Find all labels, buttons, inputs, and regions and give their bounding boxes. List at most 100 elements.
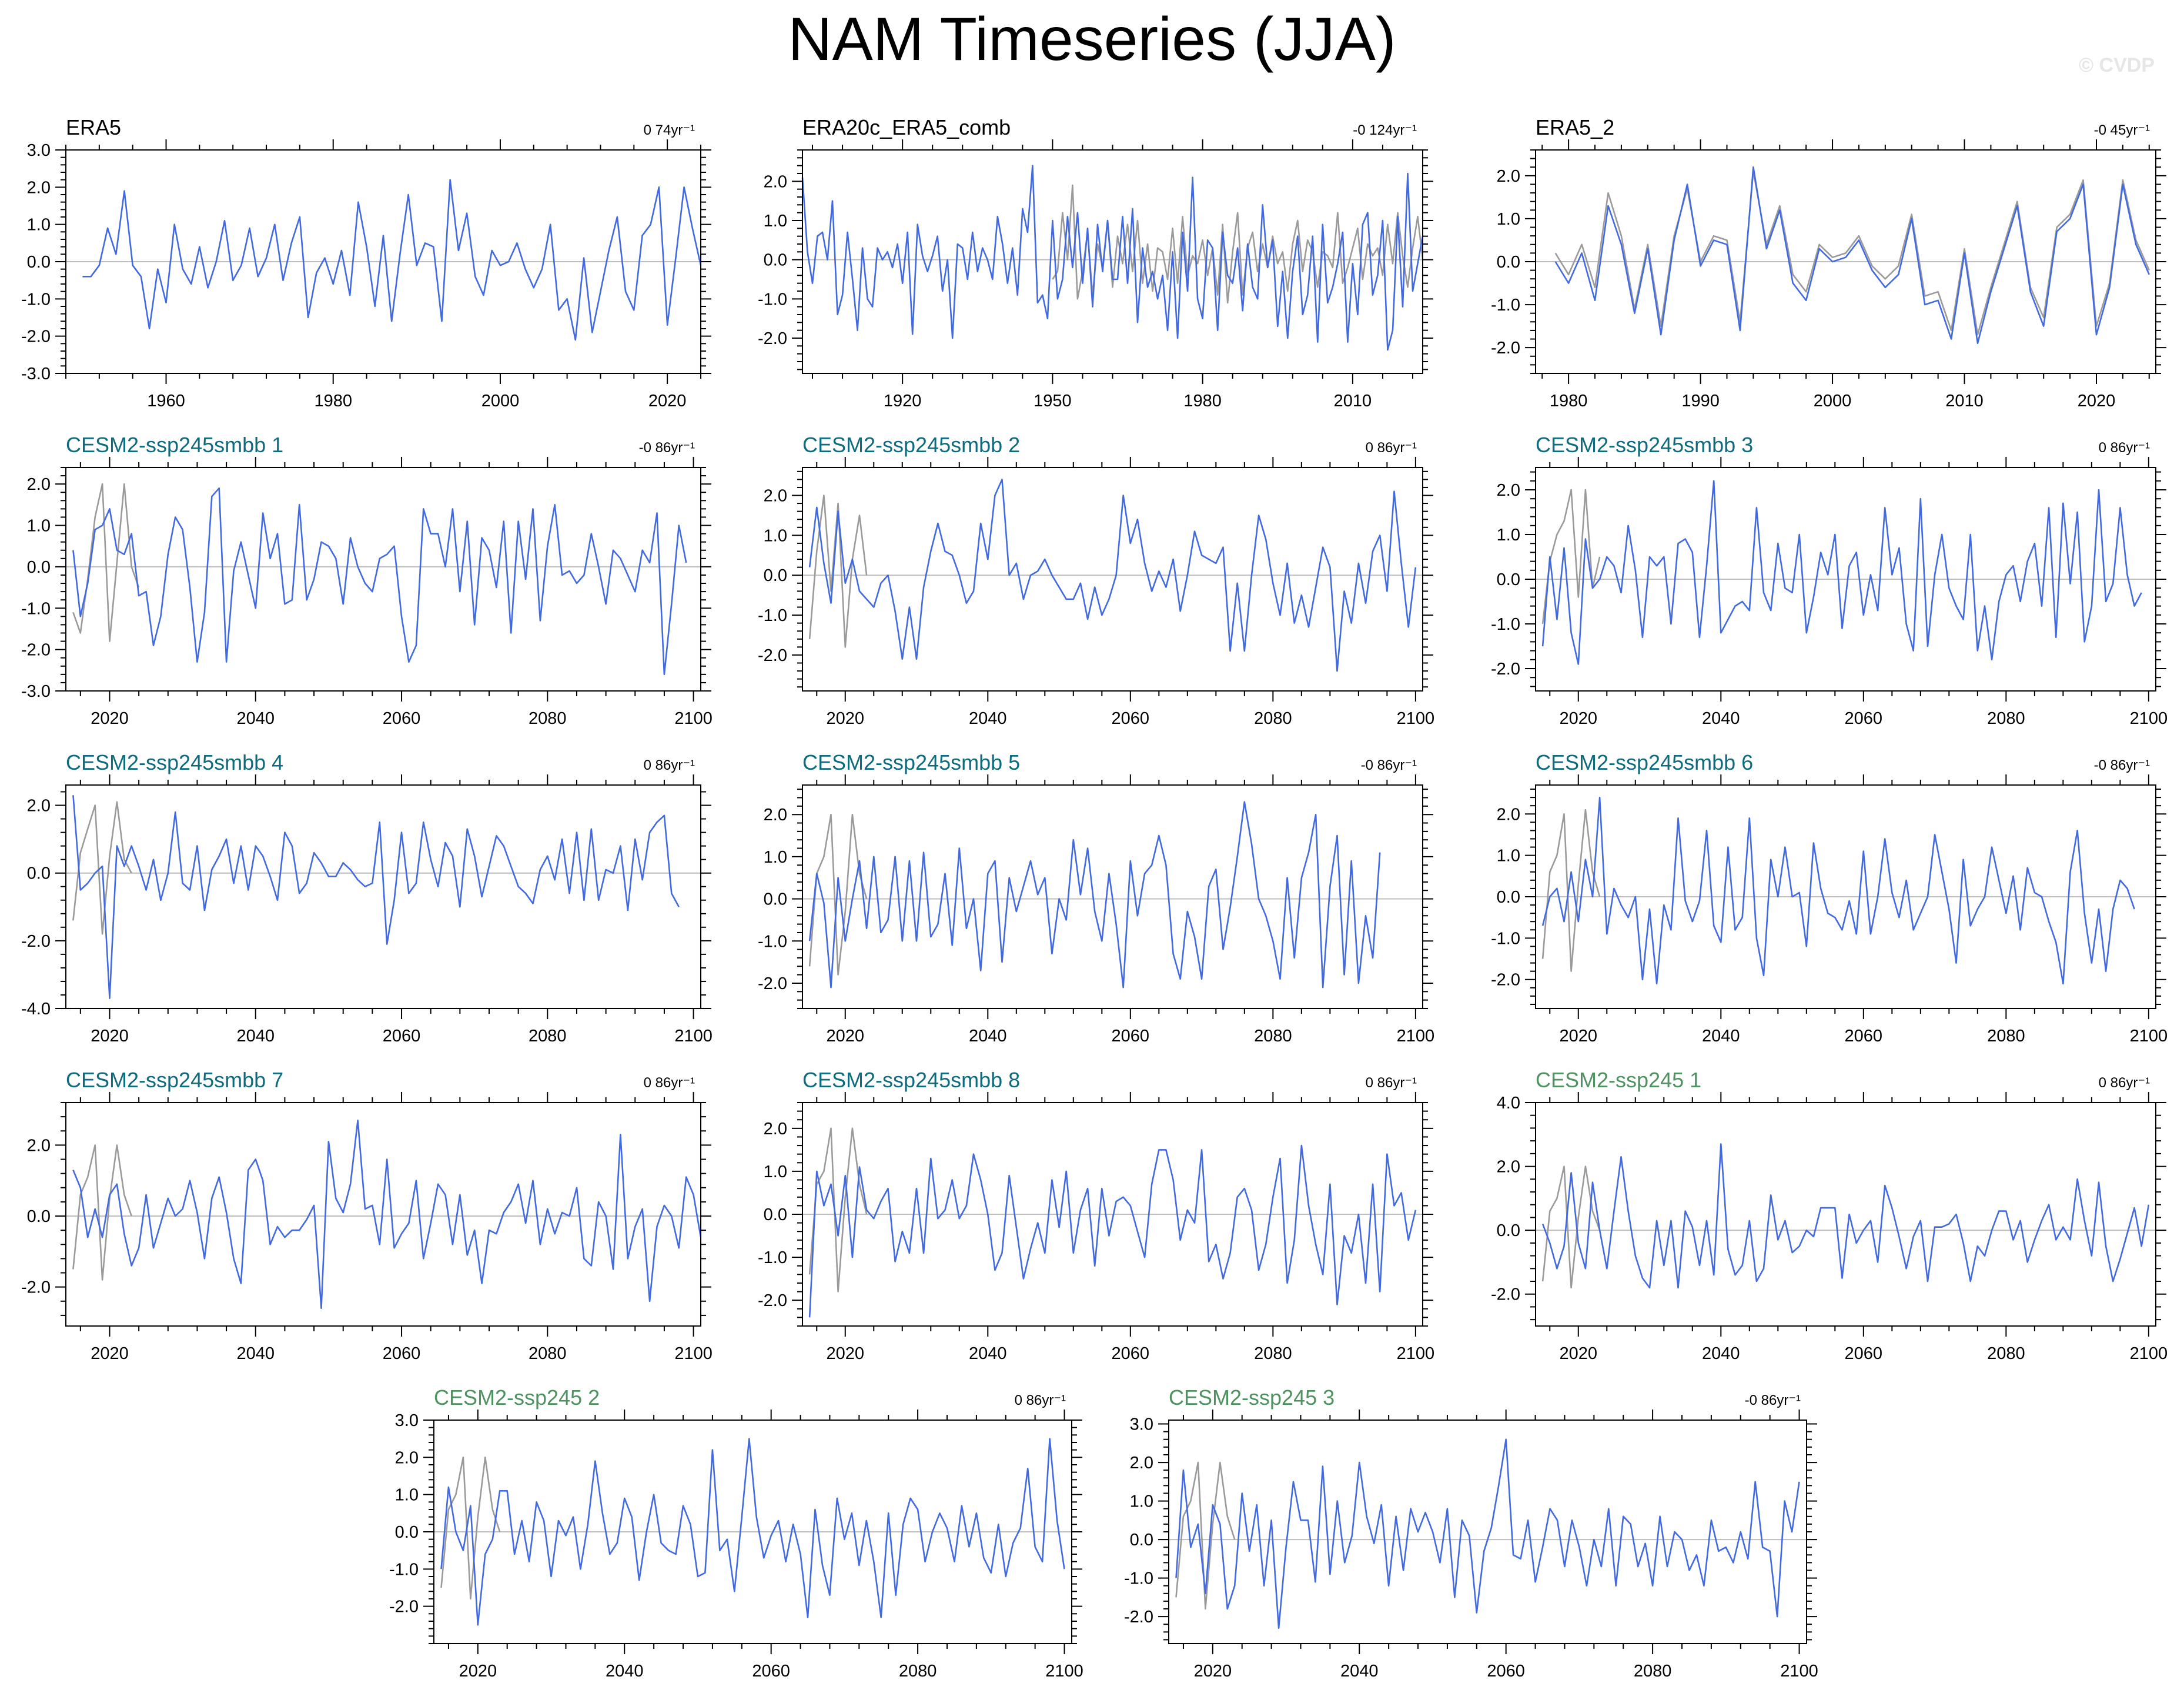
observed-overlay-line (1175, 1461, 1236, 1610)
y-tick-label: 2.0 (1497, 805, 1520, 824)
y-tick-label: -1.0 (1491, 615, 1520, 634)
y-tick-label: -1.0 (1124, 1569, 1153, 1588)
x-tick-label: 1960 (147, 392, 185, 410)
x-tick-label: 2100 (1045, 1662, 1083, 1681)
y-tick-label: 1.0 (395, 1486, 419, 1505)
chart-panel-7: CESM2-ssp245smbb 4 0 86yr⁻¹ -4.0 -2.0 0.0 2.0… (4, 750, 713, 1053)
y-tick-label: 3.0 (395, 1411, 419, 1430)
trend-label: -0 86yr⁻¹ (1745, 1392, 1801, 1408)
panel-title: CESM2-ssp245smbb 5 (802, 750, 1020, 774)
y-tick-label: -2.0 (1491, 339, 1520, 358)
y-tick-label: -1.0 (389, 1560, 419, 1579)
x-tick-label: 1980 (1550, 392, 1588, 410)
plot-frame (65, 1102, 701, 1327)
trend-label: 0 86yr⁻¹ (1366, 440, 1417, 456)
x-tick-label: 2080 (1634, 1662, 1672, 1681)
observed-overlay-line (808, 495, 868, 648)
series-line (1541, 1143, 2150, 1289)
y-tick-label: 0.0 (1130, 1531, 1153, 1549)
y-tick-label: 0.0 (1497, 1221, 1520, 1240)
observed-overlay-line (808, 1127, 868, 1292)
y-tick-label: 3.0 (1130, 1415, 1153, 1434)
x-tick-label: 2080 (1987, 709, 2025, 728)
trend-label: -0 86yr⁻¹ (639, 440, 695, 456)
y-tick-label: -1.0 (21, 290, 51, 309)
x-tick-label: 2100 (2130, 709, 2168, 728)
y-tick-label: -2.0 (21, 1278, 51, 1297)
y-tick-label: -2.0 (758, 974, 787, 993)
y-tick-label: -1.0 (21, 599, 51, 618)
series-line (801, 165, 1424, 351)
x-tick-label: 2020 (91, 709, 129, 728)
chart-svg: ERA5_2 -0 45yr⁻¹ -2.0 -1.0 0.0 1.0 2.0 1980 1990… (1491, 115, 2166, 410)
trend-label: -0 86yr⁻¹ (2094, 757, 2150, 773)
x-tick-label: 2080 (529, 1344, 567, 1363)
x-tick-label: 2080 (1254, 709, 1292, 728)
y-tick-label: 4.0 (1497, 1094, 1520, 1113)
plot-frame (65, 784, 701, 1009)
x-tick-label: 2060 (383, 1344, 421, 1363)
y-tick-label: 2.0 (27, 797, 51, 816)
page-title: NAM Timeseries (JJA) (788, 5, 1396, 74)
x-tick-label: 2040 (1702, 709, 1740, 728)
observed-overlay-line (72, 483, 140, 642)
chart-panel-10: CESM2-ssp245smbb 7 0 86yr⁻¹ -2.0 0.0 2.0 2020… (4, 1067, 713, 1370)
y-tick-label: -2.0 (21, 328, 51, 346)
y-tick-label: -4.0 (21, 1000, 51, 1018)
y-tick-label: -1.0 (758, 1248, 787, 1267)
x-tick-label: 2100 (1397, 709, 1435, 728)
x-tick-label: 2020 (827, 1027, 865, 1046)
panel-title: CESM2-ssp245smbb 4 (66, 750, 283, 774)
panel-title: ERA20c_ERA5_comb (802, 115, 1011, 139)
chart-panel-3: ERA5_2 -0 45yr⁻¹ -2.0 -1.0 0.0 1.0 2.0 1980 1990… (1474, 115, 2168, 418)
x-tick-label: 2020 (1194, 1662, 1232, 1681)
panel-title: CESM2-ssp245smbb 6 (1536, 750, 1753, 774)
x-tick-label: 2020 (459, 1662, 497, 1681)
chart-svg: ERA5 0 74yr⁻¹ -3.0 -2.0 -1.0 0.0 1.0 2.0 3.0 1960… (21, 115, 711, 410)
y-tick-label: -2.0 (1124, 1608, 1153, 1626)
x-tick-label: 2020 (827, 1344, 865, 1363)
observed-overlay-line (72, 1144, 132, 1281)
x-tick-label: 1920 (884, 392, 922, 410)
plot-frame (65, 467, 701, 692)
x-tick-label: 2100 (674, 1344, 713, 1363)
y-tick-label: 2.0 (395, 1448, 419, 1467)
x-tick-label: 1990 (1681, 392, 1720, 410)
x-tick-label: 2060 (1112, 1027, 1150, 1046)
chart-svg: CESM2-ssp245 1 0 86yr⁻¹ -2.0 0.0 2.0 4.0 2020 2… (1491, 1068, 2168, 1363)
observed-overlay-line (1541, 489, 1601, 624)
trend-label: 0 74yr⁻¹ (644, 122, 695, 138)
y-tick-label: 2.0 (1497, 481, 1520, 500)
x-tick-label: 2010 (1334, 392, 1372, 410)
y-tick-label: 0.0 (27, 864, 51, 883)
plot-frame (802, 784, 1423, 1009)
x-tick-label: 2100 (674, 709, 713, 728)
observed-overlay-line (1541, 1165, 1601, 1289)
x-tick-label: 2040 (969, 709, 1007, 728)
y-tick-label: 0.0 (764, 251, 787, 270)
y-tick-label: -2.0 (1491, 971, 1520, 990)
panel-title: CESM2-ssp245smbb 8 (802, 1068, 1020, 1092)
trend-label: 0 86yr⁻¹ (2099, 1075, 2150, 1091)
y-tick-label: 1.0 (1130, 1492, 1153, 1511)
series-line (1541, 796, 2135, 985)
panel-title: CESM2-ssp245smbb 2 (802, 433, 1020, 457)
chart-panel-6: CESM2-ssp245smbb 3 0 86yr⁻¹ -2.0 -1.0 0.0 1.0… (1474, 432, 2168, 735)
y-tick-label: -3.0 (21, 365, 51, 383)
x-tick-label: 2080 (529, 709, 567, 728)
y-tick-label: -1.0 (758, 606, 787, 625)
chart-panel-9: CESM2-ssp245smbb 6 -0 86yr⁻¹ -2.0 -1.0 0.0 1.… (1474, 750, 2168, 1053)
x-tick-label: 1980 (314, 392, 352, 410)
chart-panel-2: ERA20c_ERA5_comb -0 124yr⁻¹ -2.0 -1.0 0.0 1.0… (741, 115, 1434, 418)
x-tick-label: 2010 (1945, 392, 1984, 410)
x-tick-label: 2020 (648, 392, 687, 410)
y-tick-label: 0.0 (27, 253, 51, 272)
series-line (808, 801, 1381, 988)
chart-svg: CESM2-ssp245smbb 8 0 86yr⁻¹ -2.0 -1.0 0.0 1.0… (758, 1068, 1434, 1363)
x-tick-label: 2060 (1112, 709, 1150, 728)
chart-svg: CESM2-ssp245 2 0 86yr⁻¹ -2.0 -1.0 0.0 1.0 2.0 3… (389, 1385, 1083, 1681)
observed-overlay-line (440, 1456, 501, 1600)
y-tick-label: -2.0 (758, 646, 787, 665)
y-tick-label: -2.0 (389, 1598, 419, 1616)
x-tick-label: 2080 (529, 1027, 567, 1046)
